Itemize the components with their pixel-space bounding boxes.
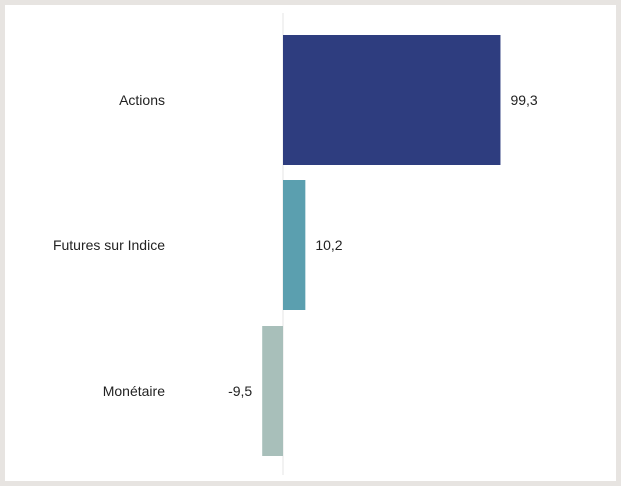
value-label-1: 10,2 bbox=[315, 237, 342, 253]
bar-1 bbox=[283, 180, 305, 310]
value-label-2: -9,5 bbox=[228, 383, 252, 399]
bar-2 bbox=[262, 326, 283, 456]
category-label-0: Actions bbox=[119, 92, 165, 108]
category-label-2: Monétaire bbox=[103, 383, 165, 399]
bar-chart: Actions 99,3 Futures sur Indice 10,2 Monétai… bbox=[5, 5, 616, 481]
category-label-1: Futures sur Indice bbox=[53, 237, 165, 253]
value-label-0: 99,3 bbox=[510, 92, 537, 108]
chart-frame: Actions 99,3 Futures sur Indice 10,2 Monétai… bbox=[5, 5, 616, 481]
bar-0 bbox=[283, 35, 500, 165]
